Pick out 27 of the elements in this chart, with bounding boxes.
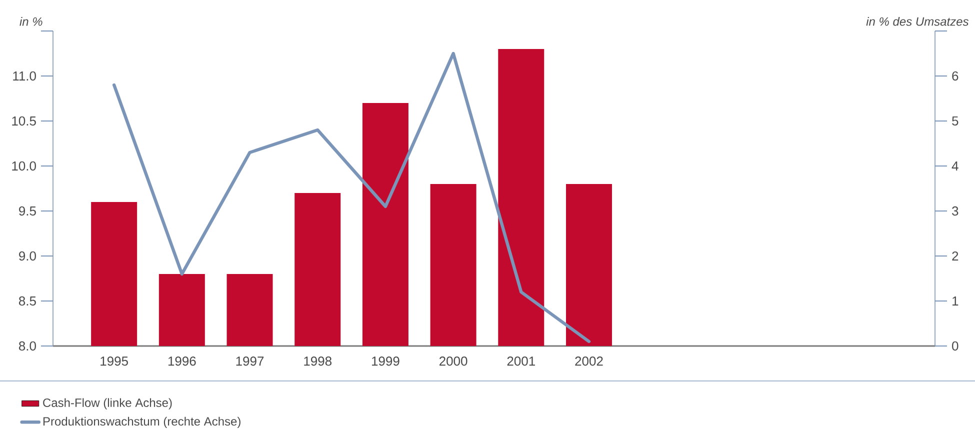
y-tick-label: 9.0	[19, 251, 36, 261]
y-tick-label: 11.0	[13, 71, 36, 81]
y2-axis-title: in % des Umsatzes	[866, 16, 969, 26]
y2-tick-label: 3	[952, 206, 958, 216]
y-tick-label: 8.0	[18, 341, 36, 351]
y2-tick-label: 4	[952, 162, 958, 170]
x-tick-label: 1995	[100, 356, 128, 366]
x-tick-label: 1996	[168, 356, 196, 366]
x-tick-label: 1998	[304, 356, 332, 366]
x-tick-label: 2001	[507, 356, 535, 366]
y-axis-title: in %	[20, 17, 42, 26]
x-tick-label: 2002	[575, 356, 603, 366]
x-tick-label: 1997	[236, 356, 264, 366]
legend-label: Produktionswachstum (rechte Achse)	[43, 416, 240, 428]
y-tick-label: 10.0	[12, 161, 36, 171]
y-tick-label: 8.5	[18, 296, 36, 306]
x-tick-label: 2000	[439, 356, 468, 366]
y-tick-label: 10.5	[12, 116, 36, 126]
legend-label: Cash-Flow (linke Achse)	[43, 398, 172, 410]
y2-tick-label: 6	[952, 71, 958, 81]
y-tick-label: 9.5	[19, 206, 36, 216]
y2-tick-label: 0	[952, 341, 958, 351]
y2-tick-label: 5	[952, 116, 958, 126]
y2-tick-label: 2	[952, 251, 958, 261]
x-tick-label: 1999	[372, 356, 400, 366]
y2-tick-label: 1	[952, 296, 958, 306]
line-series	[112, 52, 591, 344]
